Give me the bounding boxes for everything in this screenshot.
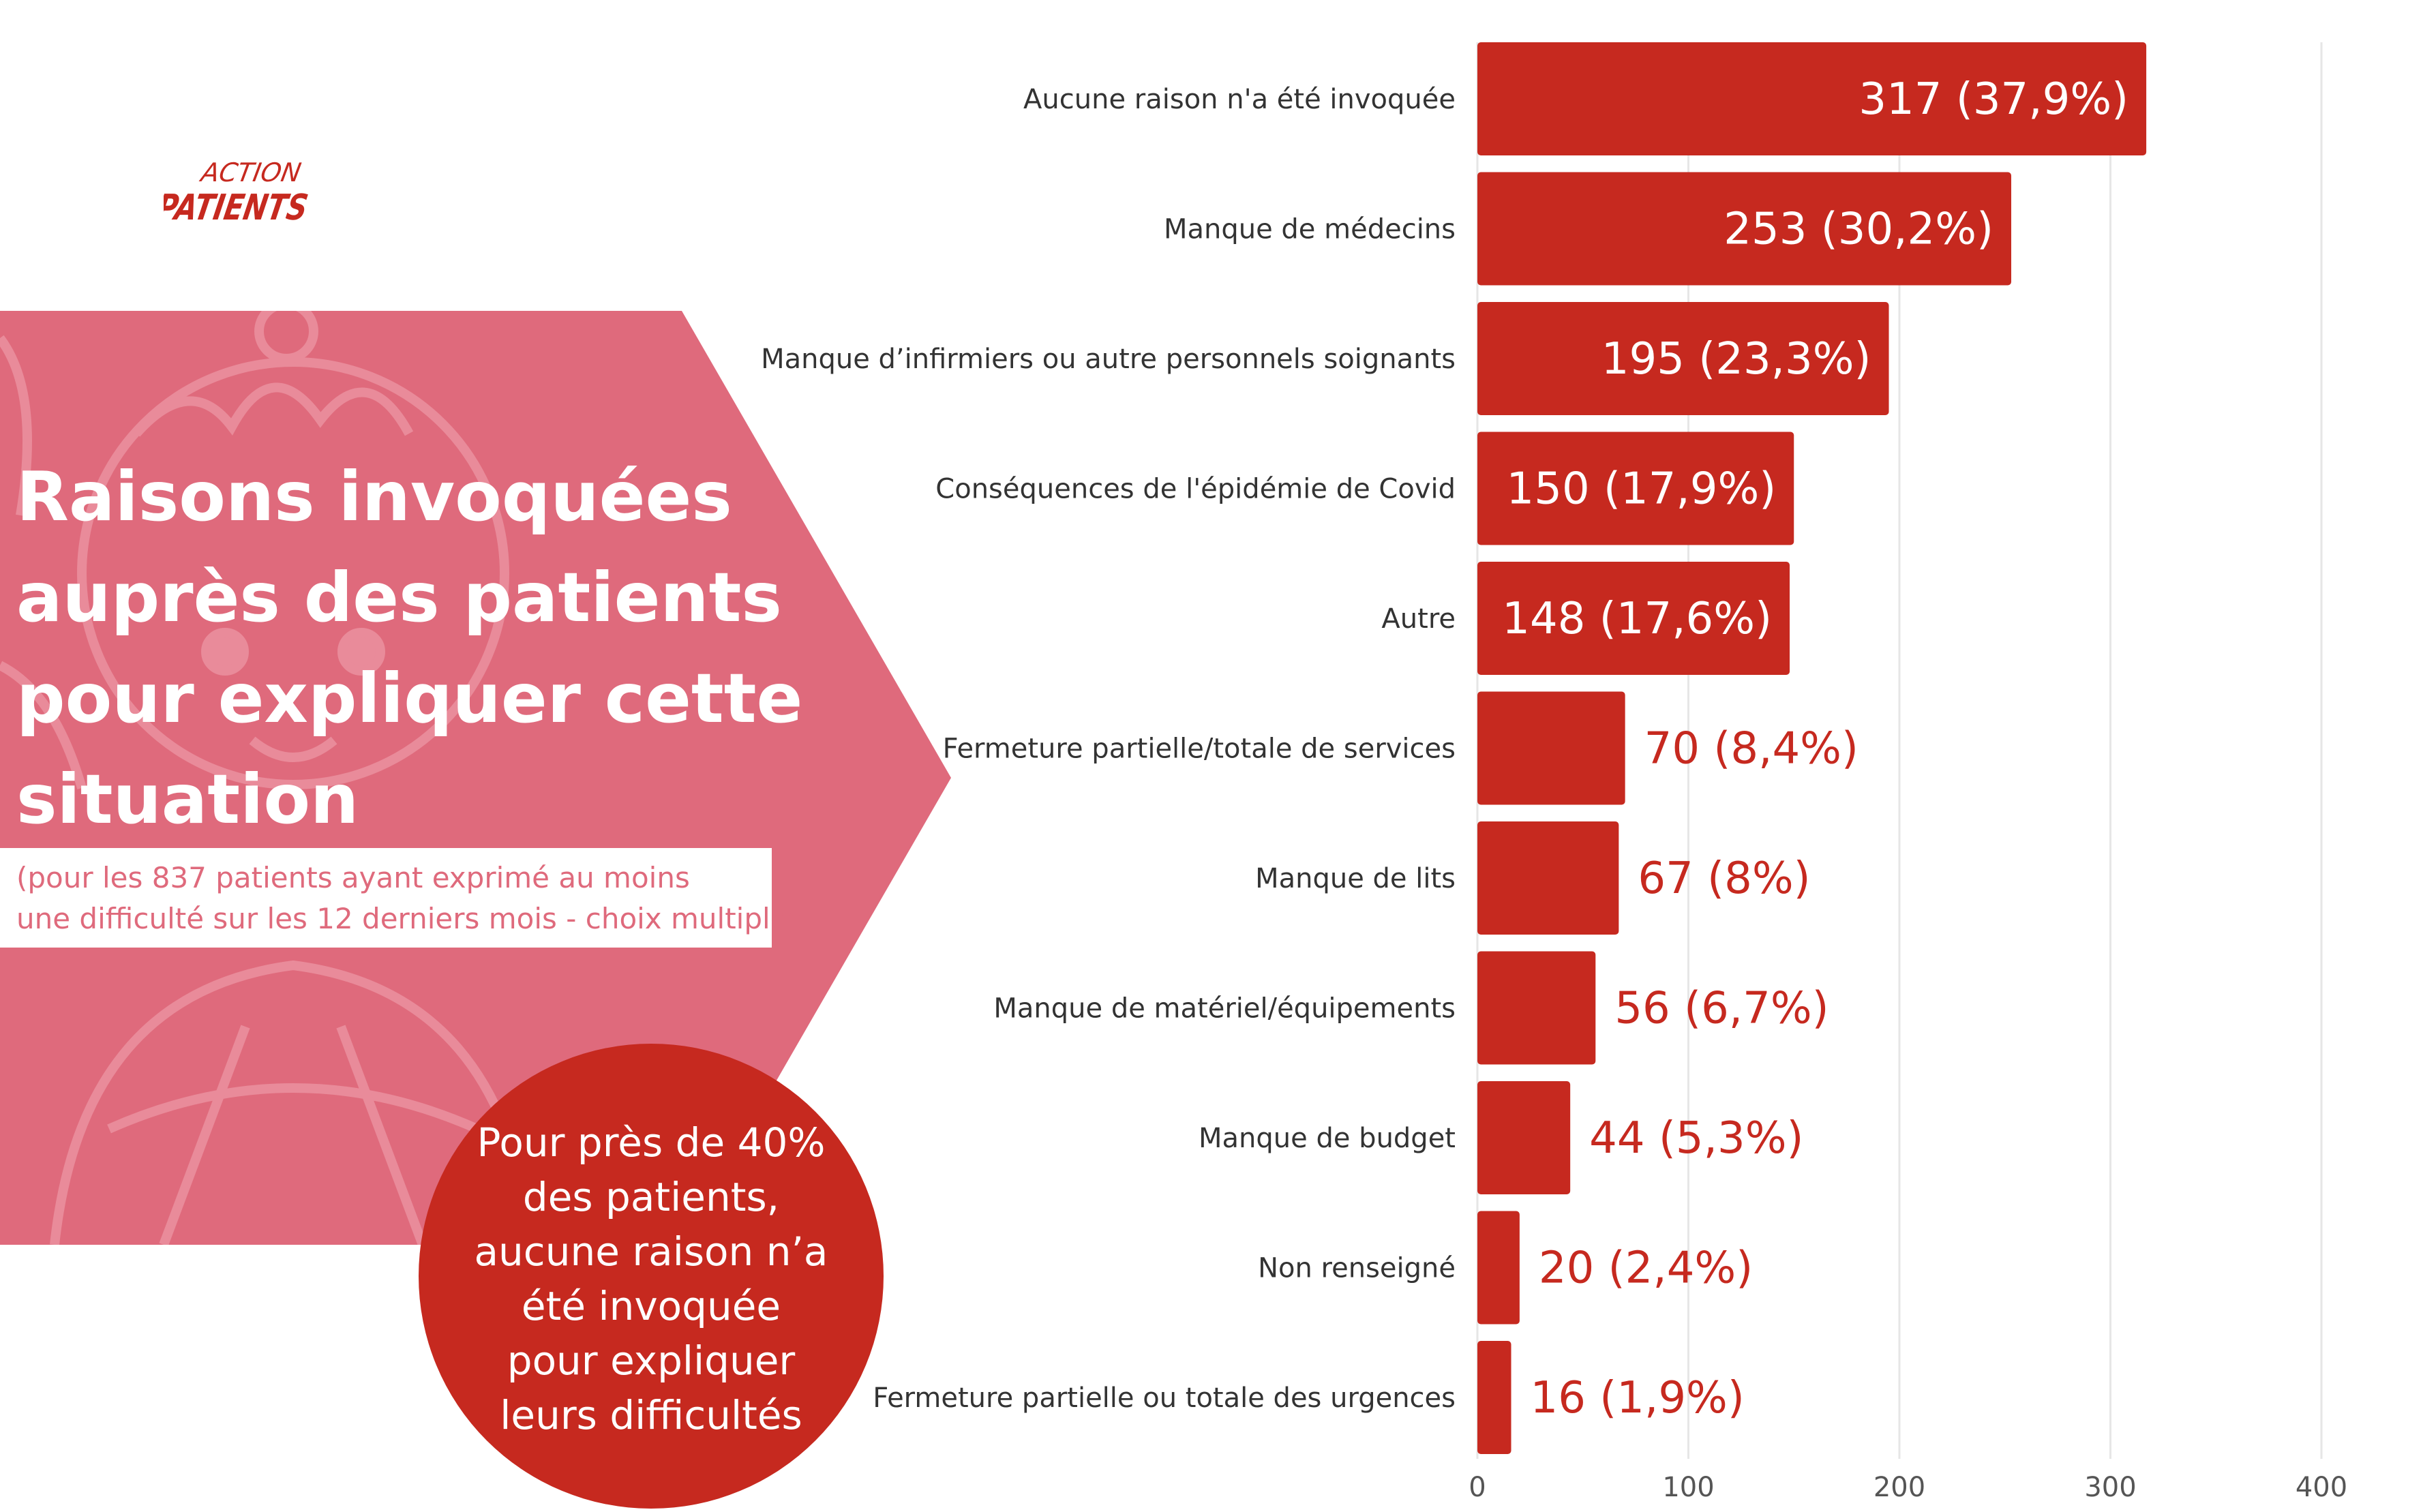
- callout-line: été invoquée: [521, 1283, 781, 1329]
- data-label: 67 (8%): [1638, 853, 1810, 904]
- category-label: Manque d’infirmiers ou autre personnels …: [761, 344, 1456, 375]
- subtitle-line: une difficulté sur les 12 derniers mois …: [16, 902, 814, 935]
- bar: [1477, 562, 1790, 675]
- x-tick-label: 100: [1662, 1472, 1714, 1503]
- title-line: auprès des patients: [16, 558, 782, 637]
- title-panel: [0, 311, 951, 1245]
- data-label: 70 (8,4%): [1644, 724, 1858, 774]
- action-patients-logo: ACTION PATIENTS: [153, 149, 327, 230]
- subtitle: (pour les 837 patients ayant exprimé au …: [16, 858, 814, 939]
- callout-line: Pour près de 40%: [477, 1119, 826, 1166]
- data-label: 317 (37,9%): [1858, 74, 2128, 125]
- subtitle-line: (pour les 837 patients ayant exprimé au …: [16, 861, 690, 894]
- bar: [1477, 1341, 1511, 1454]
- bar: [1477, 42, 2147, 155]
- title-line: Raisons invoquées: [16, 457, 732, 536]
- category-label: Fermeture partielle ou totale des urgenc…: [873, 1382, 1456, 1414]
- callout-line: des patients,: [522, 1174, 780, 1220]
- title-line: pour expliquer cette: [16, 659, 803, 738]
- arrow-panel-shape: [0, 311, 951, 1245]
- bar: [1477, 432, 1794, 545]
- bar: [1477, 951, 1596, 1065]
- page-title: Raisons invoquées auprès des patients po…: [16, 447, 803, 850]
- category-label: Manque de médecins: [1164, 214, 1456, 245]
- callout-line: aucune raison n’a: [474, 1228, 828, 1275]
- svg-text:ACTION: ACTION: [197, 157, 303, 188]
- callout-line: pour expliquer: [507, 1337, 796, 1384]
- subtitle-box: [0, 848, 772, 948]
- bar: [1477, 172, 2012, 286]
- data-label: 195 (23,3%): [1601, 334, 1871, 384]
- callout-circle: [419, 1044, 884, 1509]
- svg-text:PATIENTS: PATIENTS: [164, 187, 311, 228]
- bar: [1477, 821, 1619, 935]
- title-line: situation: [16, 759, 359, 839]
- data-label: 44 (5,3%): [1589, 1113, 1803, 1164]
- category-label: Manque de matériel/équipements: [993, 993, 1456, 1025]
- x-tick-label: 400: [2296, 1472, 2347, 1503]
- category-label: Manque de budget: [1199, 1123, 1456, 1154]
- category-label: Non renseigné: [1258, 1253, 1456, 1284]
- bar: [1477, 1211, 1520, 1325]
- bar: [1477, 302, 1889, 415]
- x-tick-label: 0: [1469, 1472, 1486, 1503]
- data-label: 56 (6,7%): [1614, 984, 1828, 1034]
- data-label: 150 (17,9%): [1507, 464, 1777, 515]
- data-label: 20 (2,4%): [1539, 1243, 1753, 1294]
- category-label: Autre: [1381, 603, 1456, 635]
- callout-line: leurs difficultés: [500, 1392, 802, 1438]
- data-label: 16 (1,9%): [1531, 1373, 1745, 1423]
- category-label: Manque de lits: [1255, 863, 1456, 894]
- category-label: Conséquences de l'épidémie de Covid: [935, 474, 1456, 505]
- bar: [1477, 1081, 1571, 1194]
- x-tick-label: 200: [1873, 1472, 1925, 1503]
- category-label: Aucune raison n'a été invoquée: [1023, 84, 1456, 115]
- category-label: Fermeture partielle/totale de services: [943, 734, 1456, 765]
- callout-text: Pour près de 40% des patients, aucune ra…: [419, 1115, 884, 1442]
- person-illustration-icon: [0, 311, 537, 1245]
- data-label: 148 (17,6%): [1502, 594, 1772, 644]
- bar: [1477, 691, 1625, 805]
- x-tick-label: 300: [2084, 1472, 2136, 1503]
- data-label: 253 (30,2%): [1724, 205, 1993, 255]
